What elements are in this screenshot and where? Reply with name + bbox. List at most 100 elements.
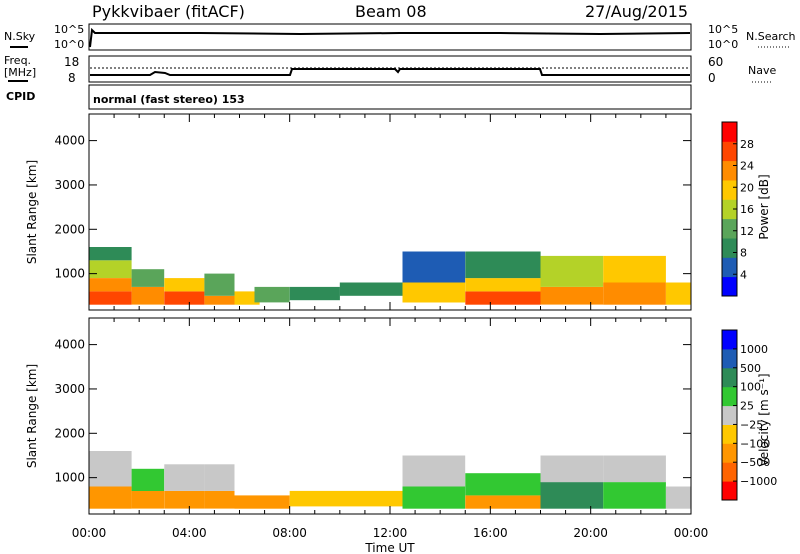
cpid-text: normal (fast stereo) 153 bbox=[93, 93, 245, 106]
power-colorbar-swatch bbox=[722, 238, 737, 258]
power-colorbar-swatch bbox=[722, 141, 737, 162]
nsky-tick-bottom: 10^0 bbox=[54, 38, 84, 51]
freq-label: Freq. bbox=[4, 54, 31, 67]
power-y-tick-label: 2000 bbox=[54, 222, 85, 236]
power-cell bbox=[254, 286, 290, 303]
velocity-cell bbox=[465, 495, 541, 509]
time-tick-label: 16:00 bbox=[473, 526, 508, 540]
velocity-colorbar: 1000 500 100 25 −25 −100 −500 −1000 bbox=[721, 329, 777, 501]
power-colorbar: 28 24 20 16 12 8 4 bbox=[721, 121, 754, 297]
velocity-colorbar-swatch bbox=[722, 405, 737, 425]
velocity-cell bbox=[204, 490, 235, 509]
power-cells bbox=[89, 247, 691, 305]
beam-title: Beam 08 bbox=[355, 2, 427, 21]
nsky-strip bbox=[88, 23, 692, 51]
power-colorbar-tick-label: 16 bbox=[740, 203, 754, 216]
velocity-colorbar-tick-label: 100 bbox=[740, 381, 761, 394]
nsearch-tick-bottom: 10^0 bbox=[708, 38, 738, 51]
velocity-colorbar-swatch bbox=[722, 481, 737, 501]
velocity-colorbar-tick-label: −25 bbox=[740, 418, 763, 431]
velocity-cell bbox=[402, 455, 466, 487]
velocity-cell bbox=[603, 455, 666, 483]
power-cell bbox=[540, 255, 604, 287]
velocity-cell bbox=[540, 482, 604, 509]
velocity-y-tick-label: 4000 bbox=[54, 338, 85, 352]
power-cell bbox=[289, 286, 340, 301]
velocity-cell bbox=[131, 468, 165, 491]
velocity-colorbar-tick-label: 1000 bbox=[740, 343, 768, 356]
power-cell bbox=[164, 278, 205, 292]
velocity-cell bbox=[540, 455, 604, 483]
power-colorbar-swatch bbox=[722, 276, 737, 297]
nsky-label: N.Sky bbox=[4, 30, 36, 43]
power-cell bbox=[204, 295, 235, 305]
power-cell bbox=[131, 269, 165, 287]
power-cell bbox=[234, 291, 260, 305]
velocity-y-axis: 4000 3000 2000 1000 bbox=[54, 338, 691, 485]
power-colorbar-tick-label: 12 bbox=[740, 225, 754, 238]
time-tick-label: 04:00 bbox=[172, 526, 207, 540]
velocity-x-axis bbox=[88, 318, 692, 514]
freq-strip bbox=[88, 55, 692, 83]
power-cell bbox=[603, 282, 666, 305]
velocity-colorbar-swatch bbox=[722, 367, 737, 388]
velocity-colorbar-swatch bbox=[722, 348, 737, 369]
power-colorbar-swatch bbox=[722, 122, 737, 142]
time-tick-label: 08:00 bbox=[272, 526, 307, 540]
velocity-colorbar-swatch bbox=[722, 424, 737, 444]
velocity-y-tick-label: 3000 bbox=[54, 382, 85, 396]
nave-tick-top: 60 bbox=[708, 55, 723, 69]
power-cell bbox=[665, 282, 691, 305]
velocity-cell bbox=[465, 473, 541, 496]
nsky-tick-top: 10^5 bbox=[54, 23, 84, 36]
power-cell bbox=[89, 247, 132, 261]
power-colorbar-tick-label: 28 bbox=[740, 138, 754, 151]
power-cell bbox=[204, 273, 235, 296]
velocity-colorbar-swatch bbox=[722, 443, 737, 463]
power-cell bbox=[402, 251, 466, 283]
time-tick-labels: 00:00 04:00 08:00 12:00 16:00 20:00 00:00 bbox=[72, 526, 709, 540]
power-colorbar-label: Power [dB] bbox=[757, 174, 771, 239]
time-tick-label: 00:00 bbox=[674, 526, 709, 540]
nsearch-label: N.Search bbox=[746, 30, 796, 43]
velocity-colorbar-swatch bbox=[722, 330, 737, 350]
velocity-ylabel: Slant Range [km] bbox=[25, 364, 39, 468]
nsky-line bbox=[89, 27, 691, 48]
power-y-tick-label: 4000 bbox=[54, 134, 85, 148]
power-y-tick-label: 3000 bbox=[54, 178, 85, 192]
velocity-cell bbox=[164, 464, 205, 491]
power-cell bbox=[89, 260, 132, 278]
velocity-cell bbox=[234, 495, 290, 509]
power-cell bbox=[465, 278, 541, 292]
velocity-colorbar-tick-label: 25 bbox=[740, 400, 754, 413]
velocity-y-tick-label: 2000 bbox=[54, 426, 85, 440]
power-colorbar-swatch bbox=[722, 199, 737, 220]
power-x-axis bbox=[88, 114, 692, 310]
nave-tick-bottom: 0 bbox=[708, 71, 716, 85]
velocity-cell bbox=[204, 464, 235, 491]
power-y-axis: 4000 3000 2000 1000 bbox=[54, 134, 691, 281]
power-colorbar-tick-label: 4 bbox=[740, 268, 747, 281]
power-colorbar-tick-label: 20 bbox=[740, 181, 754, 194]
power-cell bbox=[603, 255, 666, 283]
time-tick-label: 12:00 bbox=[373, 526, 408, 540]
velocity-colorbar-tick-label: 500 bbox=[740, 362, 761, 375]
freq-line bbox=[90, 68, 690, 76]
nave-label: Nave bbox=[748, 64, 776, 77]
velocity-cell bbox=[131, 490, 165, 509]
freq-tick-bottom: 8 bbox=[68, 71, 76, 85]
power-colorbar-tick-label: 8 bbox=[740, 247, 747, 260]
velocity-colorbar-frame bbox=[721, 329, 738, 501]
power-cell bbox=[89, 278, 132, 292]
velocity-colorbar-label: Velocity [m s⁻¹] bbox=[757, 373, 771, 466]
velocity-cell bbox=[164, 490, 205, 509]
power-colorbar-swatch bbox=[722, 257, 737, 278]
velocity-y-tick-label: 1000 bbox=[54, 471, 85, 485]
time-tick-label: 20:00 bbox=[573, 526, 608, 540]
cpid-label: CPID bbox=[6, 90, 35, 103]
power-cell bbox=[465, 291, 541, 305]
velocity-cell bbox=[603, 482, 666, 509]
velocity-colorbar-tick-label: −500 bbox=[740, 456, 770, 469]
nsearch-tick-top: 10^5 bbox=[708, 23, 738, 36]
velocity-colorbar-tick-label: −1000 bbox=[740, 475, 777, 488]
